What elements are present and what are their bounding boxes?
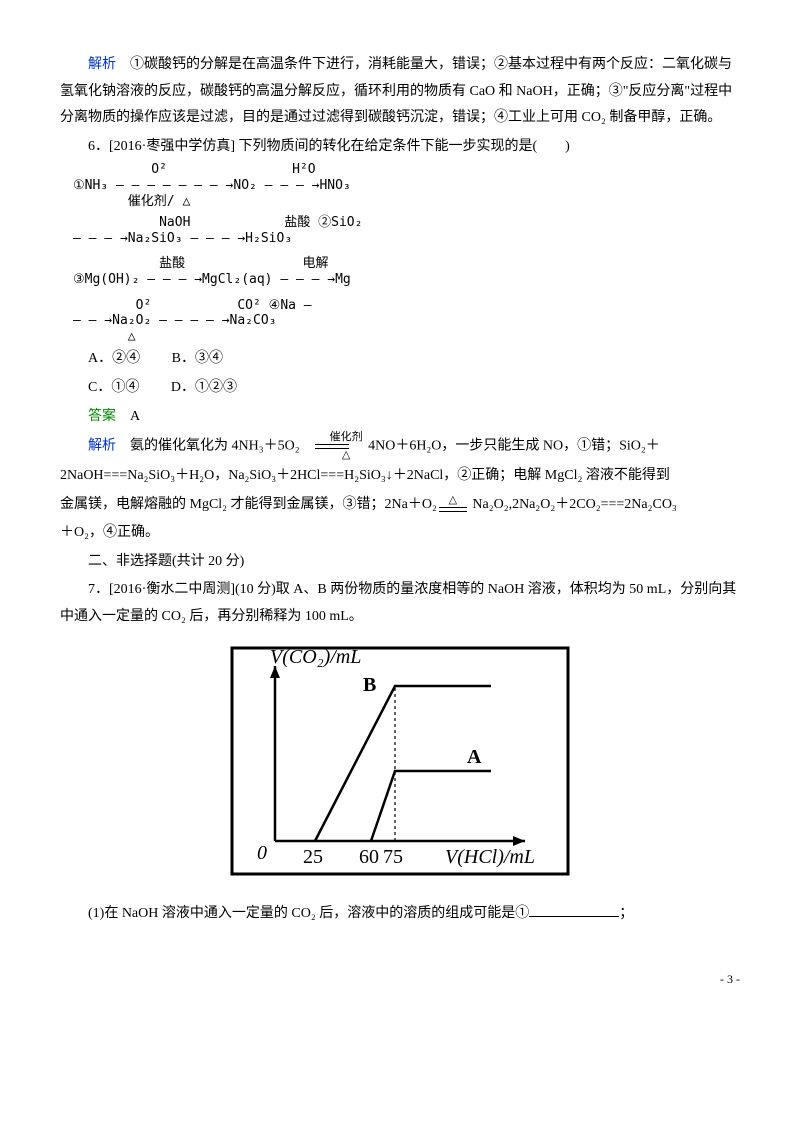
analysis-5-label: 解析 <box>88 57 116 72</box>
q6-stem: 6．[2016·枣强中学仿真] 下列物质间的转化在给定条件下能一步实现的是( ) <box>60 134 740 161</box>
q6-expl-1b: 4NO＋6H₂O，一步只能生成 NO，①错；SiO₂＋ <box>365 439 660 454</box>
q6-expl-line2: 2NaOH===Na₂SiO₃＋H₂O，Na₂SiO₃＋2HCl===H₂SiO… <box>60 463 740 490</box>
q7-stem: 7．[2016·衡水二中周测](10 分)取 A、B 两份物质的量浓度相等的 N… <box>60 577 740 630</box>
q6-expl-line4: ＋O₂，④正确。 <box>60 520 740 547</box>
page-number: - 3 - <box>60 968 740 991</box>
svg-text:B: B <box>363 674 376 696</box>
svg-text:V(CO₂)/mL: V(CO₂)/mL <box>270 646 361 668</box>
section-2-heading: 二、非选择题(共计 20 分) <box>60 549 740 576</box>
q6-answer-label: 答案 <box>88 409 116 424</box>
svg-text:60: 60 <box>359 846 379 868</box>
svg-text:75: 75 <box>383 846 403 868</box>
reaction-arrow-heat: △ <box>439 495 467 513</box>
q6-rxn4-bot: △ <box>73 329 740 345</box>
analysis-5-text: ①碳酸钙的分解是在高温条件下进行，消耗能量大，错误；②基本过程中有两个反应：二氧… <box>60 57 732 125</box>
svg-text:A: A <box>467 746 482 768</box>
q6-expl-line3: 金属镁，电解熔融的 MgCl₂ 才能得到金属镁，③错；2Na＋O₂△ Na₂O₂… <box>60 492 740 519</box>
q6-rxn1-bot: 催化剂/ △ <box>73 194 740 210</box>
chart-svg: 0 25 6075 V(HCl)/mL V(CO₂)/mLB A <box>230 646 570 876</box>
q6-opt-row1: A．②④ B．③④ <box>60 346 740 373</box>
q7-sub1: (1)在 NaOH 溶液中通入一定量的 CO₂ 后，溶液中的溶质的组成可能是① ； <box>60 901 740 928</box>
svg-text:25: 25 <box>303 846 323 868</box>
q7-sub1-text: (1)在 NaOH 溶液中通入一定量的 CO₂ 后，溶液中的溶质的组成可能是① <box>88 906 529 921</box>
q6-rxn1-mid: ①NH₃ ― ― ― ― ― ― ― →NO₂ ― ― ― →HNO₃ <box>73 178 740 194</box>
q6-expl-line1: 解析 氨的催化氧化为 4NH₃＋5O₂催化剂△ 4NO＋6H₂O，一步只能生成 … <box>60 432 740 461</box>
q6-expl-3a: 金属镁，电解熔融的 MgCl₂ 才能得到金属镁，③错；2Na＋O₂ <box>60 497 437 512</box>
q6-rxn3-mid: ③Mg(OH)₂ ― ― ― →MgCl₂(aq) ― ― ― →Mg <box>73 272 740 288</box>
svg-text:0: 0 <box>257 842 267 864</box>
q6-answer-value: A <box>116 409 140 424</box>
reaction-arrow-catalyst: 催化剂△ <box>302 432 363 461</box>
q6-rxn4-mid: ― ― →Na₂O₂ ― ― ― ― →Na₂CO₃ <box>73 313 740 329</box>
q6-expl-label: 解析 <box>88 439 116 454</box>
q6-rxn2-mid: ― ― ― →Na₂SiO₃ ― ― ― →H₂SiO₃ <box>73 231 740 247</box>
q6-rxn4-top: O² CO² ④Na ― <box>73 298 740 314</box>
fill-blank[interactable] <box>529 902 619 917</box>
q7-sub1-tail: ； <box>619 906 633 921</box>
svg-text:V(HCl)/mL: V(HCl)/mL <box>445 846 535 868</box>
q7-chart: 0 25 6075 V(HCl)/mL V(CO₂)/mLB A <box>60 646 740 887</box>
q6-rxn1-top: O² H²O <box>73 162 740 178</box>
analysis-5: 解析 ①碳酸钙的分解是在高温条件下进行，消耗能量大，错误；②基本过程中有两个反应… <box>60 52 740 132</box>
q6-expl-3b: Na₂O₂,2Na₂O₂＋2CO₂===2Na₂CO₃ <box>469 497 677 512</box>
q6-answer: 答案 A <box>60 404 740 431</box>
q6-expl-1a: 氨的催化氧化为 4NH₃＋5O₂ <box>116 439 300 454</box>
q6-opt-row2: C．①④ D．①②③ <box>60 375 740 402</box>
q6-rxn2-top: NaOH 盐酸 ②SiO₂ <box>73 215 740 231</box>
q6-rxn3-top: 盐酸 电解 <box>73 256 740 272</box>
